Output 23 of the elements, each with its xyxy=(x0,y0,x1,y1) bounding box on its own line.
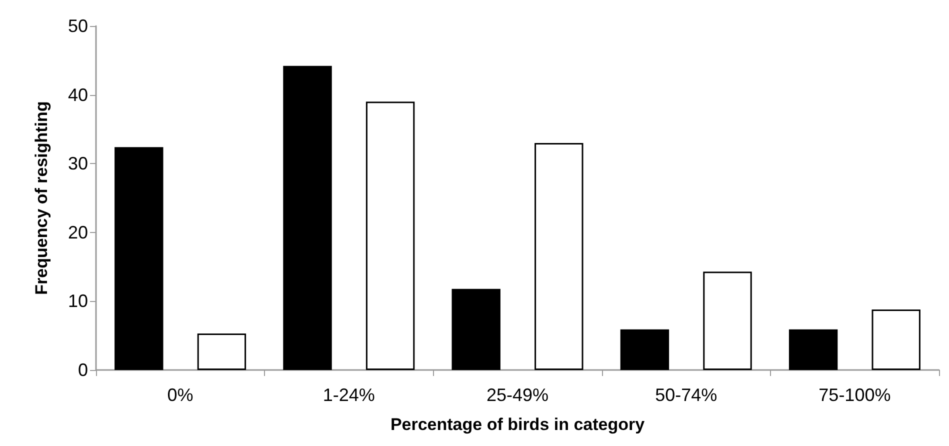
x-axis-title: Percentage of birds in category xyxy=(390,415,646,434)
y-tick-label: 0 xyxy=(78,360,88,380)
y-tick-label: 40 xyxy=(68,84,88,105)
y-tick-label: 10 xyxy=(68,291,88,312)
bar xyxy=(452,288,500,370)
y-axis-title: Frequency of resighting xyxy=(32,101,51,295)
bar xyxy=(366,102,415,370)
bar xyxy=(534,142,584,370)
x-tick-label: 50-74% xyxy=(655,385,718,405)
x-tick-label: 0% xyxy=(167,385,194,405)
bar xyxy=(114,147,164,370)
y-tick-label: 50 xyxy=(68,16,88,36)
bar xyxy=(872,309,920,370)
x-tick-label: 75-100% xyxy=(818,385,891,405)
y-tick-label: 20 xyxy=(68,222,88,242)
y-tick-label: 30 xyxy=(68,154,88,174)
bar xyxy=(703,272,752,370)
bar xyxy=(788,329,838,370)
x-tick-label: 1-24% xyxy=(322,385,375,405)
bar xyxy=(283,66,332,370)
bar xyxy=(620,329,670,370)
bar xyxy=(197,334,246,370)
x-tick-label: 25-49% xyxy=(486,385,549,405)
